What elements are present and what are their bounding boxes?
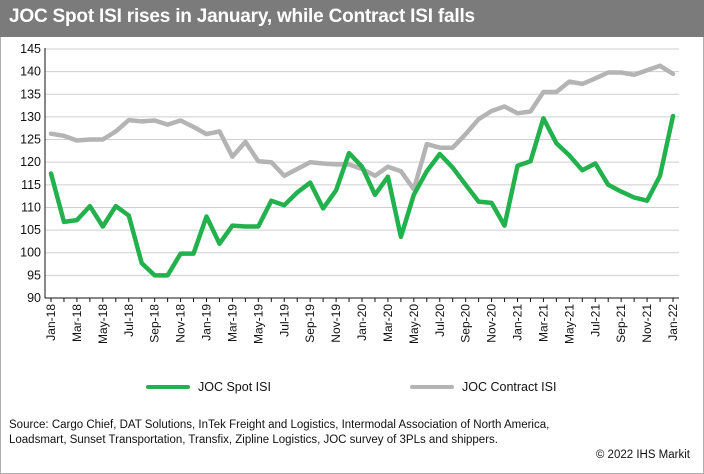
x-tick-label: Nov-21 xyxy=(640,304,654,343)
x-tick-label: Mar-19 xyxy=(225,304,239,342)
y-tick-label: 130 xyxy=(20,110,41,124)
x-tick-label: Jul-20 xyxy=(433,304,447,337)
x-tick-label: Sep-21 xyxy=(614,304,628,343)
chart-title: JOC Spot ISI rises in January, while Con… xyxy=(9,6,475,27)
x-tick-label: Mar-20 xyxy=(381,304,395,342)
x-tick-label: May-21 xyxy=(562,304,576,344)
y-tick-label: 120 xyxy=(20,155,41,169)
title-bar: JOC Spot ISI rises in January, while Con… xyxy=(0,0,704,37)
y-tick-label: 145 xyxy=(20,42,41,56)
axes xyxy=(44,48,679,302)
x-tick-label: Jul-19 xyxy=(277,304,291,337)
legend-label-contract: JOC Contract ISI xyxy=(462,380,557,394)
gridlines xyxy=(45,48,679,276)
copyright-note: © 2022 IHS Markit xyxy=(595,449,690,461)
x-tick-label: Jul-21 xyxy=(588,304,602,337)
x-tick-label: Sep-19 xyxy=(303,304,317,343)
series-lines xyxy=(48,63,676,278)
series-line-spot xyxy=(48,113,676,278)
x-tick-label: May-18 xyxy=(96,304,110,344)
y-tick-label: 110 xyxy=(21,200,41,214)
tick-labels: 90 95 100 105 110 115 120 125 130 135 140 145 Jan-18… xyxy=(20,42,680,344)
x-tick-label: Nov-19 xyxy=(329,304,343,343)
x-tick-label: Jan-20 xyxy=(355,304,369,341)
y-tick-label: 105 xyxy=(20,223,41,237)
y-tick-label: 100 xyxy=(20,246,41,260)
x-tick-label: Mar-18 xyxy=(70,304,84,342)
x-tick-label: Sep-18 xyxy=(148,304,162,343)
x-tick-label: Jan-22 xyxy=(666,304,680,341)
x-tick-label: Jan-18 xyxy=(44,304,58,341)
legend-label-spot: JOC Spot ISI xyxy=(198,380,271,394)
source-note: Source: Cargo Chief, DAT Solutions, InTe… xyxy=(9,419,550,446)
legend-swatch-contract xyxy=(410,385,454,389)
y-tick-label: 140 xyxy=(20,65,41,79)
x-tick-label: Nov-20 xyxy=(485,304,499,343)
x-tick-label: Sep-20 xyxy=(459,304,473,343)
y-tick-label: 125 xyxy=(20,133,41,147)
x-tick-label: Jan-21 xyxy=(511,304,525,341)
x-tick-label: May-20 xyxy=(407,304,421,344)
x-tick-label: May-19 xyxy=(251,304,265,344)
y-tick-label: 135 xyxy=(20,87,41,101)
x-tick-label: Mar-21 xyxy=(536,304,550,342)
x-tick-label: Nov-18 xyxy=(174,304,188,343)
legend-item-spot: JOC Spot ISI xyxy=(146,378,271,396)
y-tick-label: 90 xyxy=(27,291,41,305)
y-tick-label: 115 xyxy=(21,178,41,192)
legend-swatch-spot xyxy=(146,385,190,389)
x-tick-label: Jul-18 xyxy=(122,304,136,337)
legend-item-contract: JOC Contract ISI xyxy=(410,378,556,396)
x-tick-label: Jan-19 xyxy=(200,304,214,341)
y-tick-label: 95 xyxy=(27,268,41,282)
